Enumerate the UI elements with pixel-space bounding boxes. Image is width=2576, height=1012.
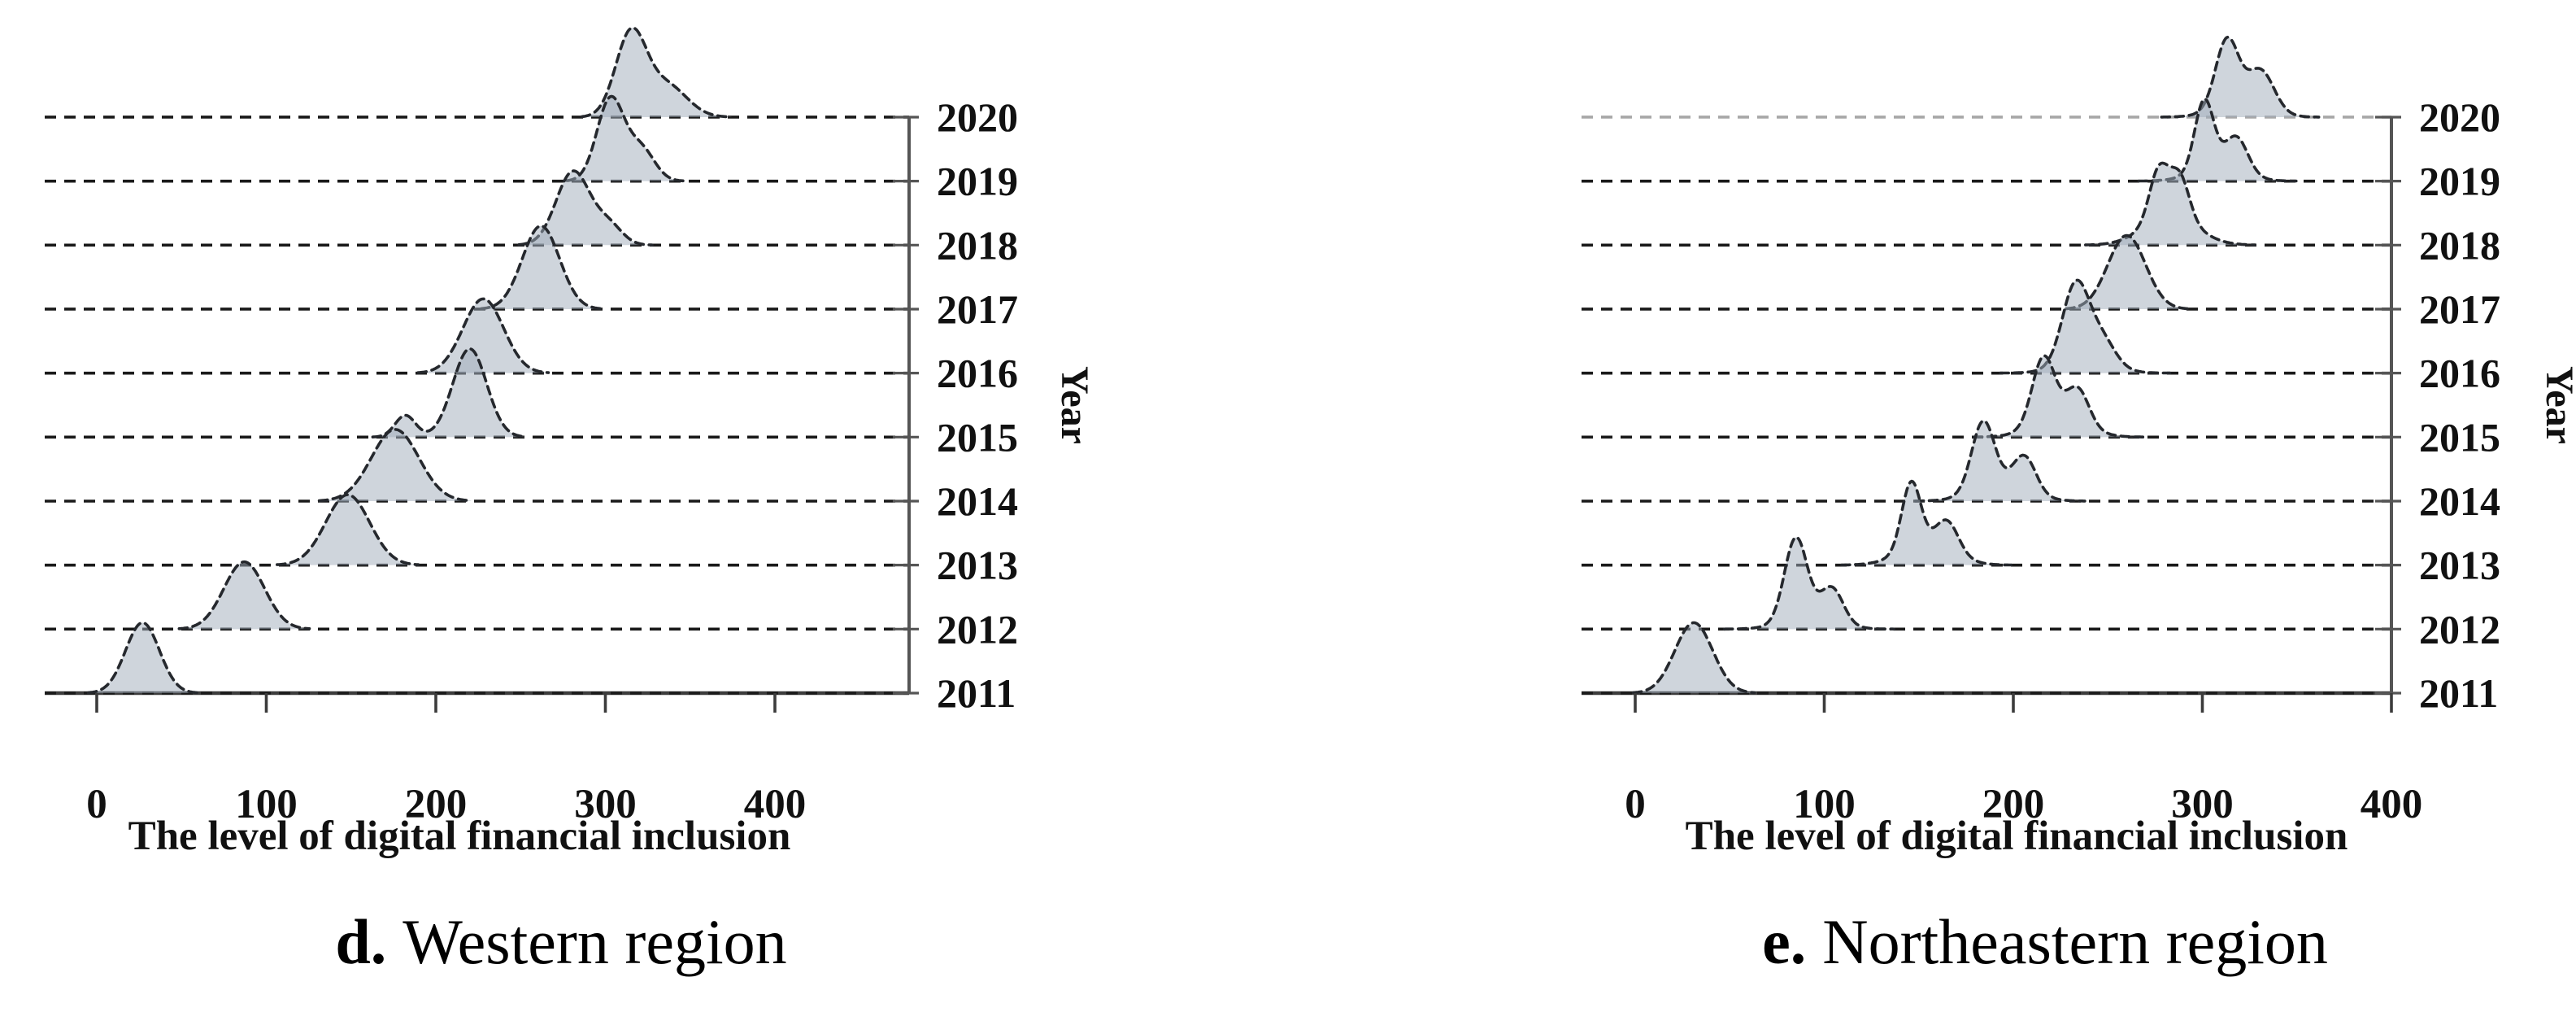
- ridge-outline-2011: [1631, 621, 1756, 695]
- ridge-2014: [1913, 419, 2086, 503]
- panel-title: Western region: [402, 906, 787, 977]
- year-ticks: [2375, 116, 2401, 695]
- ridge-outline-2018: [2084, 161, 2256, 246]
- x-axis-label-northeastern: The level of digital financial inclusion: [1685, 814, 2348, 859]
- panel-letter: e.: [1762, 906, 1807, 977]
- ridge-2012: [177, 560, 311, 630]
- ridge-2015: [371, 347, 526, 438]
- ridge-fill-2019: [2139, 98, 2296, 181]
- ridge-outline-2016: [1999, 278, 2172, 375]
- ridge-outline-2019: [565, 94, 686, 183]
- ridge-fill-2019: [567, 96, 685, 181]
- ridge-2015: [1972, 354, 2145, 438]
- year-label-2012: 2012: [2419, 606, 2500, 652]
- panel-caption-western: d. Western region: [335, 905, 786, 979]
- ridge-2016: [1999, 278, 2172, 375]
- year-label-2012: 2012: [937, 606, 1018, 652]
- ridge-fill-2016: [2000, 280, 2170, 373]
- ridge-2018: [2084, 161, 2256, 246]
- panel-caption-northeastern: e. Northeastern region: [1762, 905, 2328, 979]
- year-label-2017: 2017: [2419, 286, 2500, 332]
- ridge-outline-2020: [2160, 35, 2321, 119]
- ridge-2017: [480, 224, 603, 311]
- ridge-fill-2012: [1724, 537, 1895, 630]
- year-label-2014: 2014: [937, 478, 1018, 524]
- ridge-2014: [317, 428, 473, 503]
- x-tick-label-0: 0: [1625, 782, 1646, 827]
- year-label-2017: 2017: [937, 286, 1018, 332]
- ridge-outline-2015: [1972, 354, 2145, 438]
- x-tick-label-400: 400: [744, 782, 807, 827]
- ridge-2020: [580, 26, 733, 119]
- ridge-2013: [276, 493, 420, 566]
- ridge-outline-2020: [580, 26, 733, 119]
- ridge-outline-2012: [1722, 535, 1895, 631]
- ridge-fill-2017: [481, 225, 601, 309]
- year-label-2013: 2013: [2419, 543, 2500, 588]
- year-label-2011: 2011: [937, 670, 1016, 716]
- ridge-2012: [1722, 535, 1895, 631]
- ridge-fill-2020: [581, 28, 732, 117]
- ridge-fill-2015: [1973, 356, 2143, 438]
- ridge-outline-2013: [1840, 479, 2012, 567]
- x-tick-label-100: 100: [235, 782, 298, 827]
- year-label-2018: 2018: [2419, 222, 2500, 268]
- year-label-2011: 2011: [2419, 670, 2498, 716]
- year-gridlines: [1582, 116, 2391, 695]
- ridge-outline-2012: [177, 560, 311, 630]
- ridge-2019: [565, 94, 686, 183]
- x-tick-label-300: 300: [574, 782, 637, 827]
- year-ticks: [893, 116, 919, 695]
- ridge-outline-2014: [317, 428, 473, 503]
- year-label-2018: 2018: [937, 222, 1018, 268]
- ridge-fill-2018: [2085, 163, 2256, 246]
- year-label-2019: 2019: [937, 159, 1018, 204]
- x-tick-label-0: 0: [86, 782, 107, 827]
- year-label-2016: 2016: [937, 351, 1018, 396]
- y-axis-title: Year: [2538, 366, 2576, 444]
- panel-title: Northeastern region: [1822, 906, 2328, 977]
- ridge-outline-2014: [1913, 419, 2086, 503]
- year-label-2019: 2019: [2419, 159, 2500, 204]
- ridge-fill-2015: [372, 348, 524, 438]
- ridge-fill-2020: [2161, 37, 2319, 117]
- ridge-2020: [2160, 35, 2321, 119]
- year-label-2013: 2013: [937, 543, 1018, 588]
- ridge-outline-2016: [416, 297, 550, 374]
- ridge-outline-2013: [276, 493, 420, 566]
- ridge-2011: [1631, 621, 1756, 695]
- ridge-2013: [1840, 479, 2012, 567]
- ridges: [86, 26, 733, 695]
- ridge-fill-2011: [1633, 622, 1755, 693]
- x-axis-label-western: The level of digital financial inclusion: [128, 814, 791, 859]
- ridge-2011: [86, 621, 198, 695]
- year-label-2015: 2015: [2419, 414, 2500, 460]
- year-label-2015: 2015: [937, 414, 1018, 460]
- year-label-2014: 2014: [2419, 478, 2500, 524]
- panel-letter: d.: [335, 906, 387, 977]
- x-tick-label-200: 200: [1982, 782, 2045, 827]
- ridge-fill-2018: [519, 171, 652, 246]
- x-tick-label-300: 300: [2171, 782, 2234, 827]
- ridge-outline-2015: [371, 347, 526, 438]
- ridges: [1631, 35, 2321, 695]
- year-label-2020: 2020: [2419, 94, 2500, 140]
- x-tick-label-100: 100: [1793, 782, 1856, 827]
- y-axis-title: Year: [1053, 366, 1096, 444]
- ridge-outline-2017: [480, 224, 603, 311]
- ridge-outline-2011: [86, 621, 198, 695]
- x-tick-label-400: 400: [2361, 782, 2423, 827]
- ridge-2016: [416, 297, 550, 374]
- year-label-2020: 2020: [937, 94, 1018, 140]
- x-tick-label-200: 200: [405, 782, 468, 827]
- year-label-2016: 2016: [2419, 351, 2500, 396]
